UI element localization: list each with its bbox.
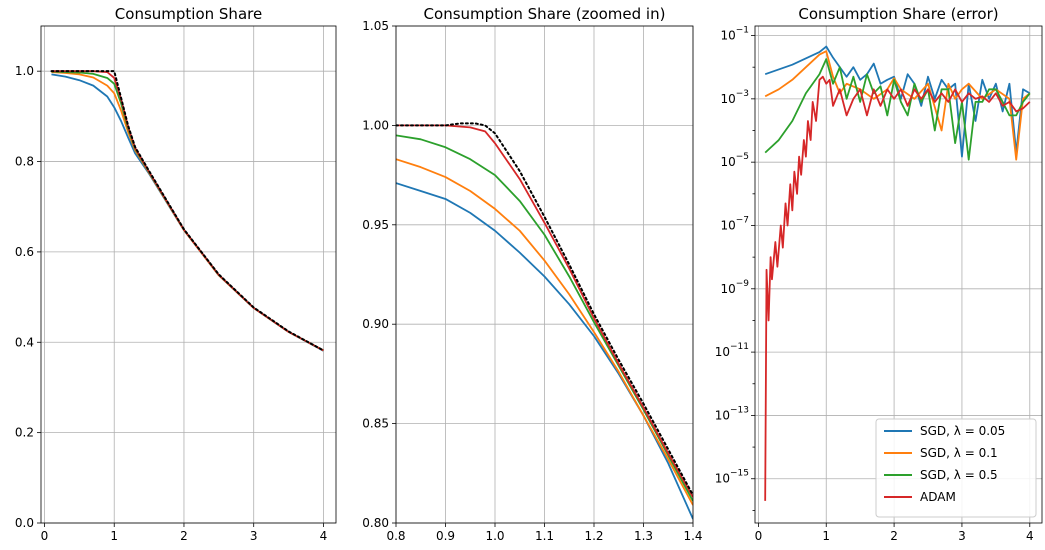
x-tick-label: 4 xyxy=(320,529,328,543)
x-tick-label: 2 xyxy=(890,529,898,543)
legend: SGD, λ = 0.05 SGD, λ = 0.1 SGD, λ = 0.5 ADA… xyxy=(875,418,1037,518)
x-tick-label: 1.1 xyxy=(535,529,554,543)
series-group xyxy=(50,70,325,352)
y-tick-label: 10−1 xyxy=(720,26,749,43)
axes-frame xyxy=(40,25,337,524)
series-line-reference xyxy=(396,122,693,497)
series-group xyxy=(396,122,693,520)
x-tick-label: 1 xyxy=(110,529,118,543)
x-tick-label: 0.9 xyxy=(436,529,455,543)
y-tick-label: 1.00 xyxy=(362,118,389,132)
y-tick-label: 10−11 xyxy=(715,342,749,359)
y-tick-label: 10−13 xyxy=(715,405,749,422)
y-tick-label: 0.95 xyxy=(362,218,389,232)
y-tick-label: 10−15 xyxy=(715,469,749,486)
legend-label: SGD, λ = 0.1 xyxy=(920,446,998,460)
chart-title: Consumption Share (error) xyxy=(798,5,998,23)
x-tick-label: 1.3 xyxy=(634,529,653,543)
x-tick-label: 1 xyxy=(822,529,830,543)
series-group xyxy=(764,45,1031,501)
axes-frame xyxy=(395,25,694,524)
chart-title: Consumption Share xyxy=(115,5,262,23)
series-line-4 xyxy=(51,70,324,352)
x-tick-label: 4 xyxy=(1026,529,1034,543)
chart-panel-2: 0.8 0.9 1.0 1.1 1.2 1.3 1.4 0.80 0.85 0.90 0.95 1.0… xyxy=(362,5,702,543)
x-tick-label: 1.0 xyxy=(485,529,504,543)
y-tick-label: 10−7 xyxy=(720,215,749,232)
series-line-4 xyxy=(764,75,1031,501)
y-tick-label: 1.0 xyxy=(15,64,34,78)
series-line-2 xyxy=(396,158,693,506)
series-line-2 xyxy=(51,71,324,352)
axes-frame xyxy=(754,25,1043,524)
legend-label: SGD, λ = 0.05 xyxy=(920,424,1005,438)
y-tick-label: 0.8 xyxy=(15,155,34,169)
series-line-3 xyxy=(51,70,324,352)
x-tick-label: 0 xyxy=(755,529,763,543)
y-tick-label: 0.2 xyxy=(15,426,34,440)
y-tick-label: 0.90 xyxy=(362,317,389,331)
chart-panel-1: 0 1 2 3 4 0.0 0.2 0.4 0.6 0.8 1.0 Consumption Share xyxy=(15,5,337,543)
y-tick-label: 0.4 xyxy=(15,335,34,349)
x-tick-label: 1.2 xyxy=(584,529,603,543)
y-tick-label: 10−9 xyxy=(720,279,749,296)
legend-box xyxy=(875,418,1037,518)
y-tick-label: 1.05 xyxy=(362,19,389,33)
x-tick-label: 2 xyxy=(180,529,188,543)
y-tick-label: 0.80 xyxy=(362,516,389,530)
x-tick-label: 3 xyxy=(958,529,966,543)
x-tick-label: 0.8 xyxy=(386,529,405,543)
y-tick-label: 0.6 xyxy=(15,245,34,259)
y-tick-label: 0.0 xyxy=(15,516,34,530)
y-tick-label: 0.85 xyxy=(362,417,389,431)
legend-label: ADAM xyxy=(920,490,956,504)
series-line-4 xyxy=(396,124,693,498)
x-tick-label: 3 xyxy=(250,529,258,543)
y-tick-label: 10−3 xyxy=(720,89,749,106)
chart-panel-3: 0 1 2 3 4 10−1 10−3 10−5 10−7 10−9 10−11 10−13 10−15… xyxy=(715,5,1043,543)
series-line-reference xyxy=(50,70,325,352)
y-tick-label: 10−5 xyxy=(720,152,749,169)
x-tick-label: 1.4 xyxy=(683,529,702,543)
legend-label: SGD, λ = 0.5 xyxy=(920,468,998,482)
series-line-3 xyxy=(396,134,693,502)
x-tick-label: 0 xyxy=(41,529,49,543)
chart-title: Consumption Share (zoomed in) xyxy=(424,5,666,23)
series-line-1 xyxy=(51,73,324,352)
